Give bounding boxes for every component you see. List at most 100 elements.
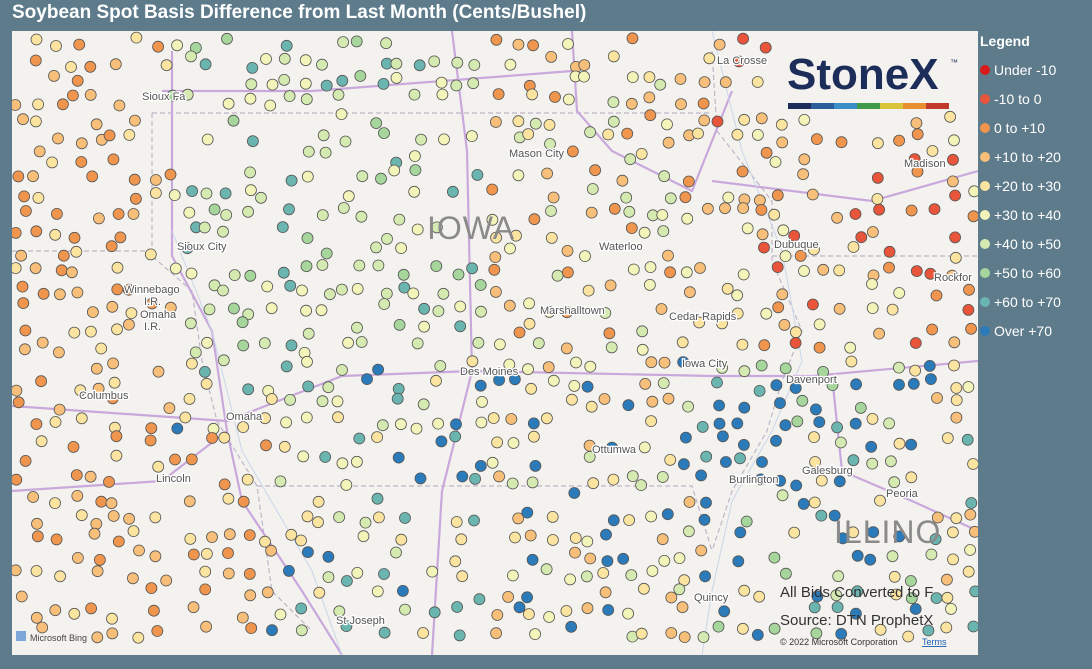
bid-dot: [222, 97, 235, 110]
bid-dot: [222, 547, 234, 559]
bid-dot: [491, 436, 504, 449]
terms-link[interactable]: Terms: [922, 637, 947, 647]
bid-dot: [15, 249, 28, 262]
bid-dot: [581, 602, 594, 615]
bid-dot: [133, 544, 145, 557]
bid-dot: [964, 544, 976, 556]
bid-dot: [319, 451, 332, 463]
bid-dot: [789, 382, 802, 395]
bid-dot: [85, 602, 97, 615]
bid-dot: [638, 226, 651, 239]
bid-dot: [620, 191, 633, 204]
bid-dot: [808, 496, 821, 509]
bid-dot: [30, 611, 43, 624]
bid-dot: [409, 164, 422, 177]
logo-bar-segment: [811, 103, 834, 109]
place-label: Ottumwa: [592, 444, 637, 456]
bid-dot: [411, 337, 424, 350]
bid-dot: [890, 588, 903, 601]
bid-dot: [758, 339, 771, 352]
bid-dot: [29, 54, 42, 67]
bid-dot: [50, 40, 62, 52]
bid-dot: [259, 535, 271, 548]
bid-dot: [962, 303, 975, 316]
bid-dot: [414, 472, 427, 485]
bid-dot: [922, 624, 935, 637]
bid-dot: [95, 342, 108, 355]
bid-dot: [264, 99, 277, 112]
bid-dot: [731, 307, 744, 320]
bid-dot: [585, 206, 598, 219]
bid-dot: [826, 379, 839, 392]
bid-dot: [968, 185, 978, 198]
bid-dot: [931, 511, 944, 524]
bid-dot: [468, 514, 480, 527]
bid-dot: [507, 437, 520, 449]
bid-dot: [201, 133, 214, 146]
bid-dot: [716, 361, 728, 374]
bid-dot: [526, 476, 539, 489]
bid-dot: [850, 607, 862, 620]
bid-dot: [968, 525, 978, 538]
bid-dot: [664, 266, 676, 279]
bid-dot: [163, 402, 176, 415]
bid-dot: [547, 191, 560, 204]
bid-dot: [30, 33, 43, 46]
bid-dot: [883, 245, 896, 258]
bid-dot: [696, 420, 709, 433]
bid-dot: [560, 605, 573, 617]
bid-dot: [771, 189, 784, 202]
bid-dot: [75, 156, 88, 168]
bid-dot: [88, 527, 101, 540]
bid-dot: [969, 585, 978, 598]
bid-dot: [700, 450, 713, 463]
bid-dot: [171, 39, 184, 52]
bid-dot: [261, 586, 274, 599]
bid-dot: [711, 115, 724, 128]
bid-dot: [605, 341, 618, 354]
place-label: Quincy: [694, 592, 729, 604]
bid-dot: [776, 136, 789, 149]
bid-dot: [523, 317, 536, 330]
bid-dot: [682, 175, 695, 188]
bid-dot: [489, 251, 502, 264]
bid-dot: [322, 550, 335, 563]
bid-dot: [378, 568, 390, 580]
bid-dot: [544, 138, 556, 150]
bid-dot: [847, 241, 860, 253]
bid-dot: [417, 627, 430, 639]
bid-dot: [626, 470, 639, 483]
bid-dot: [893, 437, 906, 450]
bid-dot: [488, 263, 501, 276]
map: La Crosse Sioux Fa Mason City Madison Sioux …: [12, 31, 978, 655]
bid-dot: [741, 222, 754, 235]
bid-dot: [760, 307, 773, 320]
logo-bar-segment: [857, 103, 880, 109]
bid-dot: [55, 264, 68, 277]
bid-dot: [873, 203, 885, 216]
bid-dot: [849, 208, 862, 220]
bid-dot: [129, 114, 141, 127]
bid-dot: [965, 322, 977, 335]
bid-dot: [545, 205, 557, 217]
bid-dot: [301, 546, 314, 558]
bid-dot: [893, 361, 905, 374]
bid-dot: [740, 515, 753, 528]
bid-dot: [622, 399, 635, 412]
bid-dot: [675, 98, 687, 110]
bid-dot: [949, 251, 962, 264]
bid-dot: [149, 174, 162, 186]
bid-dot: [755, 203, 768, 216]
legend-label: 0 to +10: [994, 119, 1045, 136]
bid-dot: [200, 548, 213, 560]
bid-dot: [645, 356, 658, 369]
bid-dot: [662, 392, 675, 405]
bid-dot: [736, 165, 749, 178]
bid-dot: [905, 204, 918, 217]
legend-swatch: [980, 93, 990, 104]
place-label: Omaha: [226, 411, 263, 423]
bid-dot: [967, 210, 978, 223]
bid-dot: [638, 582, 650, 595]
bid-dot: [91, 631, 104, 644]
